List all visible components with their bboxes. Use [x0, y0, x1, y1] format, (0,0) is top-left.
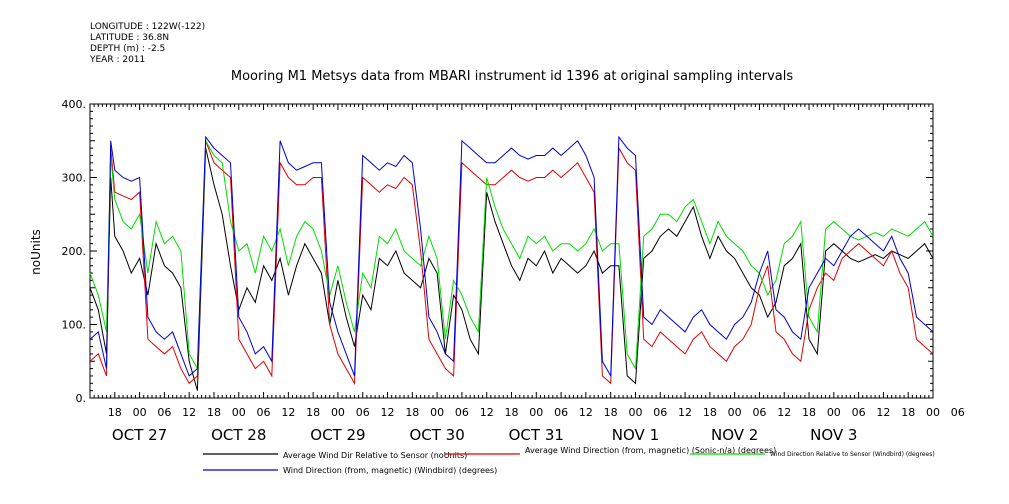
- chart-title: Mooring M1 Metsys data from MBARI instru…: [231, 69, 793, 84]
- depth-text: DEPTH (m) : -2.5: [90, 44, 166, 54]
- x-tick-label: 06: [752, 406, 766, 419]
- x-tick-label: 12: [876, 406, 890, 419]
- date-label: OCT 31: [509, 426, 564, 444]
- legend-label: Average Wind Direction (from, magnetic) …: [525, 446, 776, 455]
- series-line-2: [89, 140, 934, 386]
- series-line-4: [89, 135, 934, 378]
- x-tick-label: 18: [604, 406, 618, 419]
- x-tick-label: 18: [207, 406, 221, 419]
- station-metadata: LONGITUDE : 122W(-122) LATITUDE : 36.8N …: [90, 22, 205, 66]
- year-text: YEAR : 2011: [90, 55, 146, 65]
- x-tick-label: 18: [505, 406, 519, 419]
- x-tick-label: 18: [703, 406, 717, 419]
- date-label: NOV 3: [810, 426, 857, 444]
- x-tick-label: 06: [257, 406, 271, 419]
- x-tick-label: 18: [108, 406, 122, 419]
- x-tick-label: 00: [232, 406, 246, 419]
- x-tick-label: 12: [281, 406, 295, 419]
- x-tick-label: 12: [480, 406, 494, 419]
- x-tick-label: 12: [381, 406, 395, 419]
- x-tick-label: 18: [306, 406, 320, 419]
- x-tick-label: 00: [628, 406, 642, 419]
- y-axis: 0. 100. 200. 300. 400.: [62, 98, 933, 405]
- y-tick-label: 300.: [62, 172, 87, 185]
- series-line-1: [89, 147, 934, 391]
- x-tick-label: 00: [430, 406, 444, 419]
- legend-label: Wind Direction (from, magnetic) (Windbir…: [283, 466, 497, 475]
- x-tick-label: 00: [133, 406, 147, 419]
- date-label: OCT 29: [310, 426, 365, 444]
- date-label: NOV 1: [612, 426, 659, 444]
- date-label: OCT 27: [112, 426, 167, 444]
- x-tick-label: 18: [405, 406, 419, 419]
- longitude-text: LONGITUDE : 122W(-122): [90, 22, 206, 32]
- legend: Average Wind Dir Relative to Sensor (noU…: [203, 446, 935, 475]
- latitude-text: LATITUDE : 36.8N: [90, 33, 170, 43]
- y-tick-label: 400.: [62, 98, 87, 111]
- legend-label: Wind Direction Relative to Sensor (Windb…: [770, 451, 935, 458]
- y-tick-label: 0.: [76, 392, 87, 405]
- x-tick-label: 06: [356, 406, 370, 419]
- y-tick-label: 100.: [62, 319, 87, 332]
- x-tick-label: 06: [157, 406, 171, 419]
- x-tick-label: 18: [901, 406, 915, 419]
- x-tick-label: 06: [653, 406, 667, 419]
- y-tick-label: 200.: [62, 245, 87, 258]
- series-line-3: [89, 139, 934, 371]
- date-label: OCT 28: [211, 426, 266, 444]
- date-label: NOV 2: [711, 426, 758, 444]
- x-tick-label: 00: [529, 406, 543, 419]
- x-tick-label: 12: [579, 406, 593, 419]
- x-axis: 18 00 06 12 18 00 06 12 18 00 06 12 18 00 06 12 18 00 06 12…: [89, 104, 965, 444]
- x-tick-label: 12: [777, 406, 791, 419]
- y-axis-label: noUnits: [29, 229, 43, 275]
- x-tick-label: 00: [926, 406, 940, 419]
- series-lines: [89, 135, 934, 391]
- x-tick-label: 18: [802, 406, 816, 419]
- x-tick-label: 06: [852, 406, 866, 419]
- x-tick-label: 06: [951, 406, 965, 419]
- x-tick-label: 00: [331, 406, 345, 419]
- x-tick-label: 00: [827, 406, 841, 419]
- x-tick-label: 00: [728, 406, 742, 419]
- x-tick-label: 06: [554, 406, 568, 419]
- x-tick-label: 06: [455, 406, 469, 419]
- legend-label: Average Wind Dir Relative to Sensor (noU…: [283, 451, 467, 460]
- date-label: OCT 30: [409, 426, 464, 444]
- x-tick-label: 12: [678, 406, 692, 419]
- x-tick-label: 12: [182, 406, 196, 419]
